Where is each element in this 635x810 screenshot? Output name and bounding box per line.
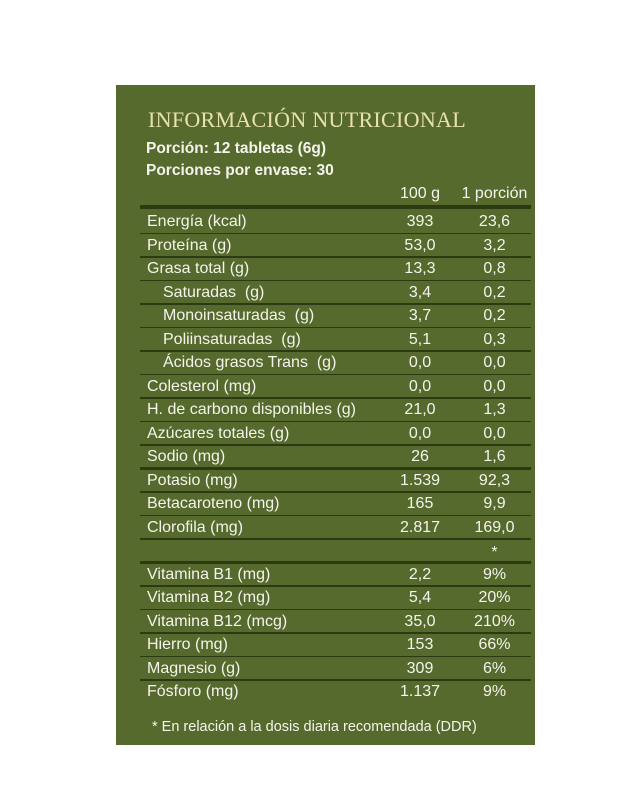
- row-rule: [140, 561, 531, 565]
- value-100g: 153: [406, 636, 434, 653]
- row-label: Poliinsaturadas (g): [163, 330, 301, 348]
- value-100g: 53,0: [404, 236, 436, 254]
- servings: Porciones por envase: 30: [146, 162, 334, 179]
- row-label: Sodio (mg): [147, 448, 226, 465]
- value-100g: 309: [406, 659, 434, 677]
- value-100g: 3,7: [408, 307, 432, 324]
- value-portion: 0,0: [483, 354, 506, 371]
- row-rule: [140, 420, 531, 423]
- row-label: Energía (kcal): [147, 213, 247, 230]
- row-rule: [140, 491, 531, 493]
- value-100g: 0,0: [408, 424, 432, 442]
- row-rule: [140, 279, 531, 282]
- value-portion: 0,0: [483, 424, 506, 442]
- value-portion: 3,2: [483, 236, 506, 254]
- row-label: Potasio (mg): [147, 471, 238, 489]
- row-rule: [140, 444, 531, 446]
- value-100g: 1.137: [399, 683, 441, 700]
- row-label: Monoinsaturadas (g): [163, 307, 315, 324]
- value-portion: 6%: [482, 659, 507, 677]
- value-portion: 1,6: [483, 448, 506, 465]
- value-portion: 169,0: [474, 518, 515, 536]
- row-label: Proteína (g): [147, 236, 232, 254]
- value-portion: 66%: [478, 636, 511, 653]
- row-label: Betacaroteno (mg): [147, 495, 280, 512]
- label-panel: [116, 85, 535, 745]
- value-portion: 0,3: [483, 330, 506, 348]
- value-100g: 5,4: [408, 589, 432, 606]
- row-label: Fósforo (mg): [147, 683, 239, 700]
- value-portion: 92,3: [478, 471, 511, 489]
- value-portion: 0,2: [483, 283, 506, 301]
- row-label: Clorofila (mg): [147, 518, 244, 536]
- row-label: H. de carbono disponibles (g): [147, 401, 357, 418]
- row-rule: [140, 467, 531, 471]
- title: INFORMACIÓN NUTRICIONAL: [148, 107, 466, 132]
- row-rule: [140, 350, 531, 352]
- row-rule: [140, 232, 531, 235]
- row-rule: [140, 514, 531, 517]
- row-label: Colesterol (mg): [147, 377, 257, 395]
- row-label: Vitamina B1 (mg): [147, 565, 271, 583]
- row-rule: [140, 256, 531, 258]
- row-rule: [140, 655, 531, 658]
- row-label: Ácidos grasos Trans (g): [163, 354, 337, 371]
- row-rule: [140, 538, 531, 540]
- value-100g: 0,0: [408, 377, 432, 395]
- row-label: Vitamina B2 (mg): [147, 589, 271, 606]
- value-portion: 210%: [474, 612, 515, 630]
- row-rule: [140, 397, 531, 399]
- column-header: 100 g: [399, 185, 441, 202]
- value-100g: 26: [411, 448, 429, 465]
- value-100g: 21,0: [404, 401, 436, 418]
- value-100g: 3,4: [408, 283, 432, 301]
- value-100g: 5,1: [408, 330, 432, 348]
- value-100g: 165: [406, 495, 434, 512]
- row-rule: [140, 373, 531, 376]
- row-rule: [140, 303, 531, 305]
- row-rule: [140, 585, 531, 587]
- value-portion: 9,9: [483, 495, 506, 512]
- row-label: Azúcares totales (g): [147, 424, 290, 442]
- value-100g: 2.817: [399, 518, 441, 536]
- value-portion: 0,0: [483, 377, 506, 395]
- value-100g: 0,0: [408, 354, 432, 371]
- row-label: Grasa total (g): [147, 260, 250, 277]
- value-portion: 9%: [482, 683, 507, 700]
- row-rule: [140, 608, 531, 611]
- value-portion: 20%: [478, 589, 511, 606]
- value-portion: 9%: [482, 565, 507, 583]
- value-portion: 1,3: [483, 401, 506, 418]
- row-label: Hierro (mg): [147, 636, 228, 653]
- row-label: Magnesio (g): [147, 659, 241, 677]
- value-100g: 35,0: [404, 612, 436, 630]
- row-rule: [140, 326, 531, 329]
- value-100g: 2,2: [408, 565, 432, 583]
- row-label: Saturadas (g): [163, 283, 265, 301]
- note-marker: *: [491, 544, 498, 561]
- value-100g: 13,3: [404, 260, 436, 277]
- portion: Porción: 12 tabletas (6g): [146, 140, 327, 157]
- row-label: Vitamina B12 (mcg): [147, 612, 288, 630]
- value-100g: 1.539: [399, 471, 441, 489]
- row-rule: [140, 679, 531, 681]
- row-rule: [140, 205, 531, 209]
- footnote: * En relación a la dosis diaria recomend…: [152, 718, 477, 735]
- value-portion: 23,6: [478, 213, 511, 230]
- row-rule: [140, 632, 531, 634]
- value-100g: 393: [406, 213, 434, 230]
- value-portion: 0,2: [483, 307, 506, 324]
- column-header: 1 porción: [461, 185, 528, 202]
- value-portion: 0,8: [483, 260, 506, 277]
